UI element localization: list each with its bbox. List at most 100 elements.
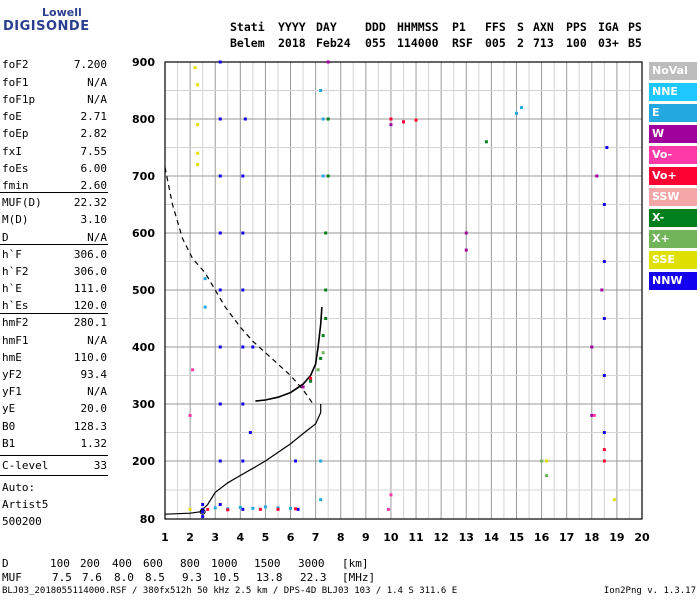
echo-point [203,305,207,309]
muf-value: 8.0 [114,571,134,584]
param-value: 306.0 [73,265,107,278]
echo-point [294,507,298,511]
legend-item: W [649,125,697,143]
param-row: yF1 N/A [0,385,107,399]
echo-point [389,117,393,121]
logo-digisonde-text: DIGISONDE [3,19,90,34]
header-label: DAY [316,20,337,34]
param-label: M(D) [2,213,29,226]
legend-item: Vo+ [649,167,697,185]
header-label: AXN [533,20,554,34]
param-label: h`E [2,282,22,295]
param-value: 33 [93,459,107,472]
echo-point [196,163,200,167]
echo-point [258,507,262,511]
param-row: h`F 306.0 [0,248,107,262]
distance-unit: [km] [342,557,369,570]
fmin-marker [199,508,206,515]
footer-version: Ion2Png v. 1.3.17 [603,586,696,596]
echo-point [241,507,245,511]
echo-point [514,111,518,115]
x-tick-label: 18 [584,531,599,544]
param-value: 20.0 [80,402,108,415]
param-row: foEp 2.82 [0,127,107,141]
echo-point [188,413,192,417]
echo-point [191,368,195,372]
param-label: fmin [2,179,29,192]
legend-item: E [649,104,697,122]
header-value: 005 [485,36,506,50]
param-value: 22.32 [73,196,107,209]
echo-point [218,288,222,292]
x-tick-label: 7 [312,531,320,544]
echo-point [319,498,323,502]
legend-item: NNW [649,272,697,290]
echo-point [201,515,205,519]
header-label: S [517,20,524,34]
echo-point [241,459,245,463]
header-value: 100 [566,36,587,50]
param-value: 7.200 [73,58,107,71]
echo-point [251,506,255,510]
echo-point [389,493,393,497]
header-value: 03+ [598,36,619,50]
echo-point [519,106,523,110]
header-label: HHMMSS [397,20,439,34]
param-separator [0,475,108,476]
param-row: D N/A [0,231,107,245]
echo-point [301,385,305,389]
echo-point [218,402,222,406]
echo-point [294,459,298,463]
x-tick-label: 17 [559,531,574,544]
echo-point [324,231,328,235]
param-row: foEs 6.00 [0,162,107,176]
echo-point [326,174,330,178]
echo-point [321,174,325,178]
echo-point [309,376,313,380]
param-row: foF1p N/A [0,93,107,107]
param-value: N/A [87,93,107,106]
param-row: C-level 33 [0,459,107,473]
echo-point [218,60,222,64]
echo-point [590,345,594,349]
param-value: 93.4 [80,368,108,381]
echo-point [602,448,606,452]
param-label: hmF2 [2,316,29,329]
param-row: B0 128.3 [0,420,107,434]
param-label: foE [2,110,22,123]
param-row: fxI 7.55 [0,145,107,159]
header-value: B5 [628,36,642,50]
header-value: 055 [365,36,386,50]
param-label: yE [2,402,16,415]
param-label: hmF1 [2,334,29,347]
x-tick-label: 1 [161,531,169,544]
auto-scaling-text: Artist5 [2,498,49,511]
echo-point [243,117,247,121]
x-tick-label: 11 [408,531,423,544]
echo-point [464,248,468,252]
echo-point [602,317,606,320]
legend-item: SSW [649,188,697,206]
virtual-height-trace [255,307,323,402]
x-tick-label: 14 [484,531,500,544]
param-label: foEs [2,162,29,175]
auto-scaling-text: 500200 [2,515,42,528]
param-value: 2.71 [80,110,108,123]
echo-point [276,507,280,511]
distance-value: 1500 [254,557,281,570]
param-value: 306.0 [73,248,107,261]
muf-unit: [MHz] [342,571,376,584]
echo-point [592,413,596,417]
echo-point [321,351,325,355]
echo-point [218,174,222,178]
echo-point [201,510,205,514]
y-tick-label: 800 [132,113,155,126]
legend-item: X+ [649,230,697,248]
echo-point [414,118,418,122]
echo-point [251,345,255,349]
echo-point [241,402,245,406]
header-value: 2018 [278,36,306,50]
echo-point [289,506,293,510]
distance-value: 200 [80,557,100,570]
param-row: foF2 7.200 [0,58,107,72]
